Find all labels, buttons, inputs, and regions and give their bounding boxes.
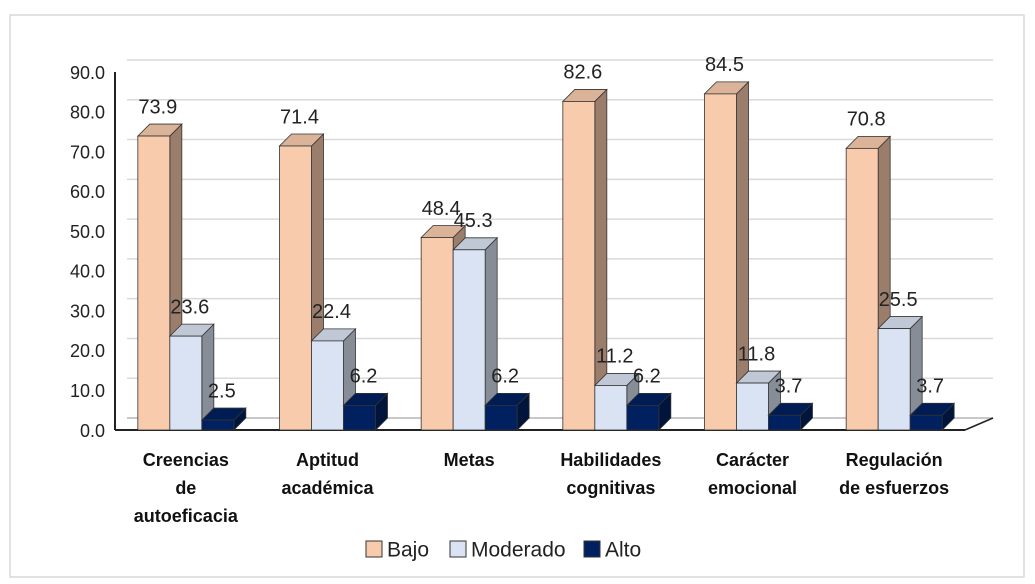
data-label: 82.6	[563, 62, 602, 84]
bar	[626, 404, 660, 431]
bar	[562, 101, 596, 431]
y-tick-label: 40.0	[70, 262, 105, 282]
bar	[768, 414, 801, 431]
data-label: 84.5	[705, 54, 744, 76]
x-tick-label: Metas	[443, 450, 495, 470]
legend-swatch	[449, 540, 467, 558]
y-tick-label: 80.0	[70, 103, 105, 123]
data-label: 48.4	[422, 198, 461, 220]
y-tick-label: 70.0	[70, 142, 105, 162]
data-label: 71.4	[280, 106, 319, 128]
data-label: 23.6	[170, 296, 209, 318]
y-tick-label: 20.0	[70, 341, 105, 361]
data-label: 2.5	[208, 380, 236, 402]
data-label: 6.2	[350, 366, 378, 388]
data-label: 11.2	[596, 346, 633, 368]
bar	[452, 249, 486, 431]
x-tick-label: Aptitud académica	[281, 450, 374, 498]
x-tick-label: Regulación de esfuerzos	[839, 450, 950, 498]
bar	[704, 93, 737, 431]
data-label: 6.2	[491, 366, 519, 388]
data-label: 73.9	[138, 96, 177, 118]
data-label: 11.8	[738, 343, 775, 365]
bar	[169, 335, 203, 431]
data-label: 25.5	[879, 289, 918, 311]
bar	[736, 382, 769, 431]
bar	[594, 385, 628, 431]
bar	[343, 404, 376, 431]
legend-swatch	[583, 540, 601, 558]
x-tick-label: Carácter emocional	[707, 450, 798, 498]
legend-label: Moderado	[471, 539, 566, 562]
data-label: 3.7	[775, 376, 803, 398]
legend-label: Bajo	[387, 539, 429, 562]
bar	[279, 145, 312, 431]
data-label: 3.7	[916, 376, 944, 398]
y-tick-label: 10.0	[70, 381, 105, 401]
x-tick-label: Habilidades cognitivas	[560, 450, 662, 498]
bar	[877, 328, 911, 431]
y-tick-label: 0.0	[80, 421, 105, 441]
bar	[909, 414, 943, 431]
data-label: 22.4	[312, 301, 351, 323]
data-label: 70.8	[847, 109, 886, 131]
bar	[201, 419, 235, 431]
y-tick-label: 30.0	[70, 301, 105, 321]
bar	[484, 404, 518, 431]
y-tick-label: 90.0	[70, 63, 105, 83]
legend-swatch	[365, 540, 383, 558]
data-label: 6.2	[633, 366, 661, 388]
legend-label: Alto	[605, 539, 641, 562]
y-tick-label: 60.0	[70, 182, 105, 202]
bar	[137, 135, 171, 431]
x-tick-label: Creencias de autoeficacia	[133, 450, 238, 526]
bar	[420, 237, 454, 431]
floor-edge	[964, 417, 994, 431]
bar	[311, 340, 344, 431]
data-label: 45.3	[454, 210, 493, 232]
y-tick-label: 50.0	[70, 222, 105, 242]
bar	[845, 147, 879, 431]
